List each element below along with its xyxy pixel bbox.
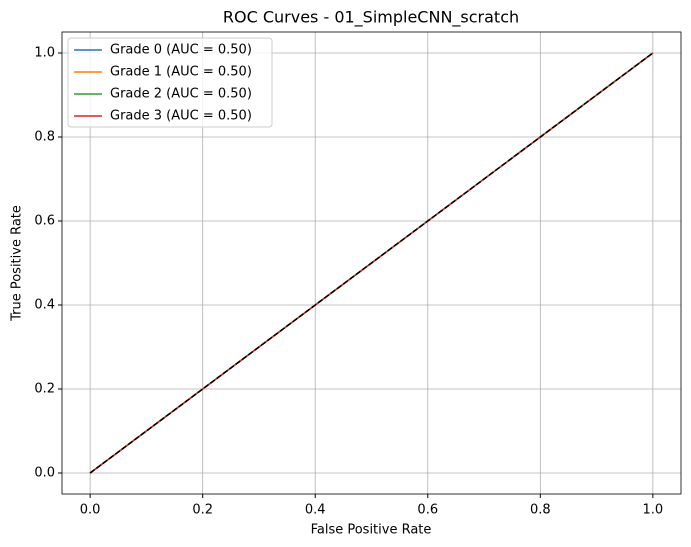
x-tick-label: 0.0 xyxy=(80,503,101,518)
legend: Grade 0 (AUC = 0.50) Grade 1 (AUC = 0.50)… xyxy=(67,37,273,128)
legend-label: Grade 1 (AUC = 0.50) xyxy=(110,65,252,80)
x-tick-label: 0.8 xyxy=(530,503,551,518)
legend-box xyxy=(67,37,273,128)
y-axis-label: True Positive Rate xyxy=(10,205,25,322)
x-tick-label: 1.0 xyxy=(643,503,664,518)
y-tick-label: 0.4 xyxy=(34,298,55,313)
x-tick-label: 0.6 xyxy=(417,503,438,518)
plot-frame xyxy=(61,31,682,495)
y-tick-label: 0.2 xyxy=(34,382,55,397)
chart-title: ROC Curves - 01_SimpleCNN_scratch xyxy=(223,8,519,28)
legend-label: Grade 3 (AUC = 0.50) xyxy=(110,109,252,124)
x-axis-label: False Positive Rate xyxy=(311,523,432,538)
y-tick-label: 0.6 xyxy=(34,214,55,229)
line-series xyxy=(89,52,654,474)
x-tick-label: 0.4 xyxy=(305,503,326,518)
legend-label: Grade 2 (AUC = 0.50) xyxy=(110,87,252,102)
legend-label: Grade 0 (AUC = 0.50) xyxy=(110,43,252,58)
x-tick-label: 0.2 xyxy=(192,503,213,518)
y-tick-label: 0.0 xyxy=(34,466,55,481)
y-tick-label: 0.8 xyxy=(34,130,55,145)
y-tick-label: 1.0 xyxy=(34,46,55,61)
